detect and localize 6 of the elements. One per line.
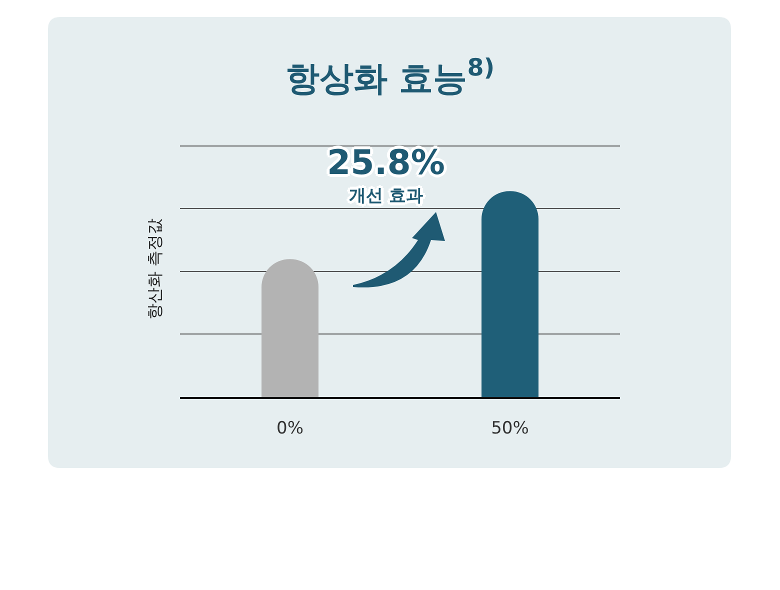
y-axis-title: 항산화 측정값 [144, 218, 164, 320]
x-tick-label: 50% [491, 418, 529, 438]
x-tick-label: 0% [276, 418, 304, 438]
annotation: 개선 효과 [349, 186, 423, 206]
chart-title: 항상화 효능$^{8)}$ [285, 54, 495, 99]
text: 25.8% [327, 143, 445, 183]
